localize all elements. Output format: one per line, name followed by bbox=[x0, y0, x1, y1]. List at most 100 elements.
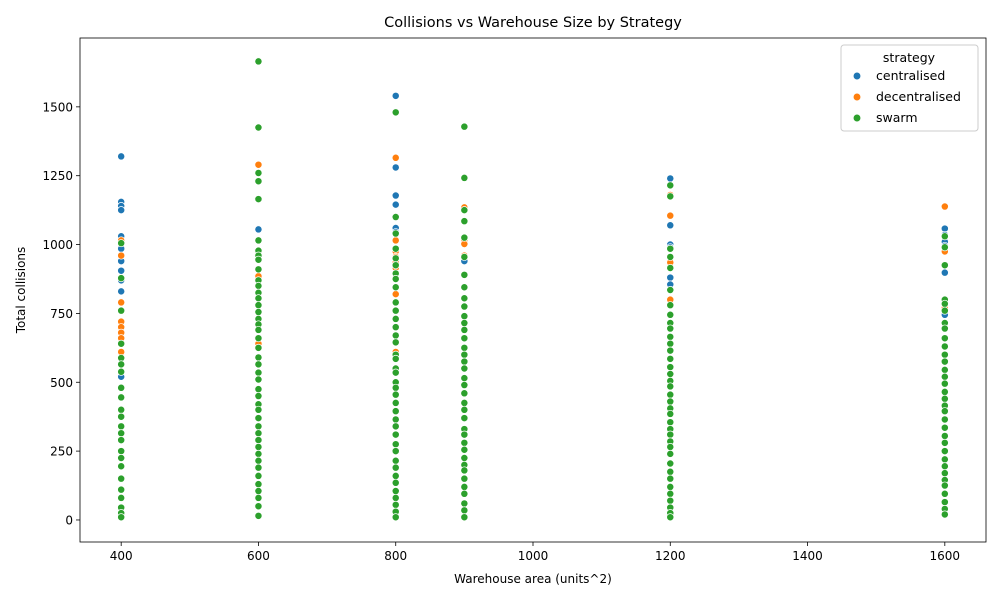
legend-label-swarm: swarm bbox=[876, 110, 918, 125]
point-swarm bbox=[254, 375, 263, 384]
point-swarm bbox=[117, 513, 126, 522]
point-swarm bbox=[940, 394, 949, 403]
point-swarm bbox=[460, 283, 469, 292]
point-decentralised bbox=[117, 251, 126, 260]
point-swarm bbox=[391, 478, 400, 487]
y-tick-label: 250 bbox=[50, 445, 73, 459]
point-swarm bbox=[666, 409, 675, 418]
point-swarm bbox=[391, 447, 400, 456]
point-decentralised bbox=[940, 202, 949, 211]
point-swarm bbox=[666, 390, 675, 399]
point-swarm bbox=[254, 436, 263, 445]
point-swarm bbox=[460, 499, 469, 508]
point-centralised bbox=[117, 266, 126, 275]
point-swarm bbox=[666, 397, 675, 406]
point-swarm bbox=[460, 430, 469, 439]
point-swarm bbox=[666, 496, 675, 505]
point-swarm bbox=[391, 513, 400, 522]
point-swarm bbox=[254, 281, 263, 290]
point-swarm bbox=[254, 123, 263, 132]
point-swarm bbox=[391, 390, 400, 399]
y-tick-label: 1250 bbox=[42, 169, 73, 183]
point-swarm bbox=[460, 466, 469, 475]
legend-marker-swarm bbox=[852, 113, 862, 123]
point-swarm bbox=[940, 387, 949, 396]
point-swarm bbox=[666, 513, 675, 522]
point-swarm bbox=[940, 350, 949, 359]
legend-marker-decentralised bbox=[852, 92, 862, 102]
point-swarm bbox=[391, 383, 400, 392]
point-swarm bbox=[254, 471, 263, 480]
legend-label-decentralised: decentralised bbox=[876, 89, 961, 104]
point-swarm bbox=[391, 306, 400, 315]
points-layer bbox=[117, 57, 949, 522]
x-tick-label: 800 bbox=[384, 549, 407, 563]
point-swarm bbox=[254, 343, 263, 352]
point-swarm bbox=[117, 412, 126, 421]
point-swarm bbox=[940, 415, 949, 424]
plot-title: Collisions vs Warehouse Size by Strategy bbox=[384, 15, 682, 31]
point-swarm bbox=[460, 122, 469, 131]
point-swarm bbox=[666, 339, 675, 348]
point-swarm bbox=[117, 493, 126, 502]
point-swarm bbox=[940, 365, 949, 374]
point-swarm bbox=[460, 270, 469, 279]
point-swarm bbox=[666, 301, 675, 310]
point-swarm bbox=[254, 511, 263, 520]
point-swarm bbox=[391, 261, 400, 270]
point-swarm bbox=[254, 493, 263, 502]
legend-marker-centralised bbox=[852, 71, 862, 81]
point-swarm bbox=[460, 482, 469, 491]
point-centralised bbox=[666, 174, 675, 183]
point-swarm bbox=[666, 324, 675, 333]
point-swarm bbox=[391, 456, 400, 465]
point-centralised bbox=[666, 221, 675, 230]
point-swarm bbox=[117, 393, 126, 402]
x-tick-label: 1400 bbox=[792, 549, 823, 563]
y-tick-label: 1500 bbox=[42, 100, 73, 114]
point-swarm bbox=[391, 108, 400, 117]
point-swarm bbox=[460, 217, 469, 226]
point-swarm bbox=[460, 374, 469, 383]
point-swarm bbox=[460, 414, 469, 423]
point-swarm bbox=[391, 398, 400, 407]
point-swarm bbox=[391, 493, 400, 502]
point-decentralised bbox=[666, 211, 675, 220]
point-swarm bbox=[254, 308, 263, 316]
point-swarm bbox=[940, 498, 949, 507]
point-swarm bbox=[117, 454, 126, 462]
point-swarm bbox=[666, 363, 675, 372]
point-swarm bbox=[117, 405, 126, 414]
point-swarm bbox=[460, 350, 469, 359]
point-swarm bbox=[254, 236, 263, 245]
point-swarm bbox=[254, 422, 263, 431]
point-swarm bbox=[391, 487, 400, 495]
point-swarm bbox=[391, 331, 400, 340]
point-swarm bbox=[940, 299, 949, 308]
point-swarm bbox=[666, 253, 675, 261]
point-swarm bbox=[254, 443, 263, 451]
point-swarm bbox=[460, 405, 469, 414]
point-swarm bbox=[940, 462, 949, 471]
point-swarm bbox=[254, 456, 263, 465]
point-swarm bbox=[254, 353, 263, 362]
point-centralised bbox=[117, 287, 126, 296]
point-swarm bbox=[391, 213, 400, 221]
point-swarm bbox=[460, 253, 469, 261]
point-swarm bbox=[254, 463, 263, 472]
x-axis: 400 600 800 1000 1200 1400 1600 bbox=[110, 542, 960, 563]
point-swarm bbox=[117, 429, 126, 438]
point-swarm bbox=[391, 283, 400, 292]
point-swarm bbox=[460, 312, 469, 321]
point-swarm bbox=[460, 343, 469, 352]
point-swarm bbox=[666, 474, 675, 483]
point-swarm bbox=[666, 354, 675, 363]
y-tick-label: 500 bbox=[50, 376, 73, 390]
point-swarm bbox=[666, 459, 675, 468]
point-swarm bbox=[391, 229, 400, 238]
point-swarm bbox=[460, 364, 469, 373]
point-swarm bbox=[254, 57, 263, 66]
point-swarm bbox=[460, 334, 469, 343]
point-swarm bbox=[460, 389, 469, 398]
